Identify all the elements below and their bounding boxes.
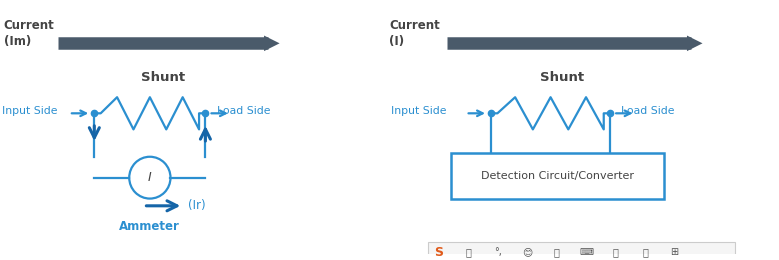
Text: 👕: 👕 (642, 248, 648, 257)
Text: Detection Circuit/Converter: Detection Circuit/Converter (481, 171, 634, 181)
Text: Ammeter: Ammeter (119, 220, 180, 233)
Text: Input Side: Input Side (2, 106, 58, 116)
Text: ⊞: ⊞ (670, 248, 679, 257)
Text: °,: °, (494, 248, 502, 257)
Text: 😊: 😊 (523, 248, 533, 257)
FancyBboxPatch shape (428, 242, 735, 260)
Text: (Ir): (Ir) (188, 199, 206, 212)
Text: Current: Current (4, 19, 55, 32)
Text: (Im): (Im) (4, 35, 31, 48)
Text: Load Side: Load Side (621, 106, 675, 116)
Text: Load Side: Load Side (217, 106, 270, 116)
Text: Shunt: Shunt (141, 71, 185, 84)
Text: 🎤: 🎤 (554, 248, 560, 257)
FancyBboxPatch shape (451, 153, 664, 199)
Text: Shunt: Shunt (541, 71, 584, 84)
Text: 👥: 👥 (613, 248, 619, 257)
Text: Current: Current (390, 19, 440, 32)
Text: 中: 中 (466, 248, 472, 257)
Text: ⌨: ⌨ (580, 248, 594, 257)
Text: S: S (434, 246, 443, 259)
Text: (I): (I) (390, 35, 404, 48)
Text: I: I (148, 171, 152, 184)
Text: Input Side: Input Side (391, 106, 446, 116)
